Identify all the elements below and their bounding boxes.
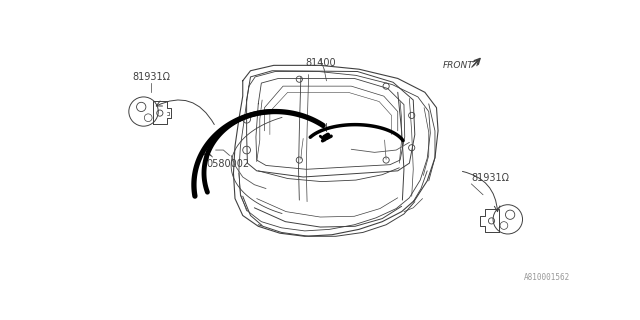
Text: 81400: 81400	[305, 59, 335, 68]
Text: FRONT: FRONT	[443, 61, 474, 70]
Text: 81931Ω: 81931Ω	[472, 173, 509, 183]
Text: A810001562: A810001562	[524, 274, 570, 283]
Text: 0580002: 0580002	[206, 159, 250, 169]
Text: 81931Ω: 81931Ω	[132, 72, 170, 82]
